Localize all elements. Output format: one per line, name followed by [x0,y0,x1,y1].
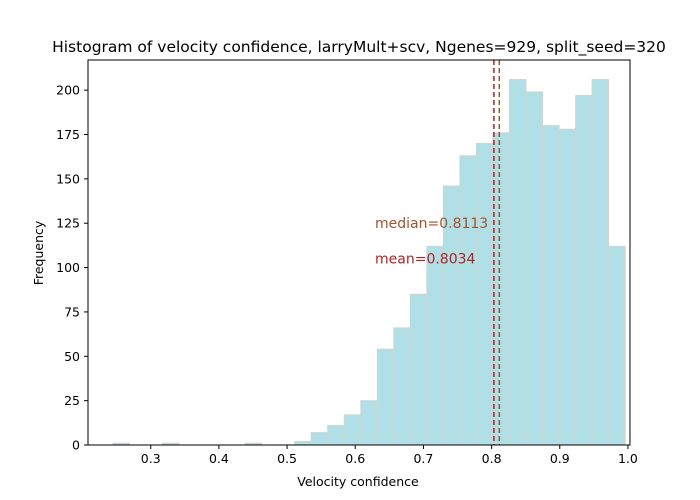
y-axis-label: Frequency [31,220,46,285]
x-tick-label: 0.8 [482,451,502,466]
y-axis-ticks: 0 25 50 75 100 125 150 175 200 [56,83,88,453]
histogram-bar [575,94,593,446]
histogram-bar [360,400,378,446]
histogram-bar [608,245,626,446]
histogram-bar [558,128,577,446]
x-tick-label: 0.9 [550,451,570,466]
annotations: median=0.8113 mean=0.8034 [375,216,488,267]
histogram-bar [343,414,362,446]
x-tick-label: 0.7 [413,451,433,466]
x-tick-label: 0.6 [345,451,365,466]
histogram-bar [525,91,544,446]
histogram-bar [542,125,560,446]
chart-title: Histogram of velocity confidence, larryM… [52,38,666,57]
histogram-bar [509,79,527,446]
y-tick-label: 200 [56,83,80,98]
histogram-bar [393,327,411,446]
histogram-bar [426,245,444,446]
y-tick-label: 175 [56,127,80,142]
histogram-bar [492,132,511,446]
x-tick-label: 0.4 [209,451,229,466]
histogram-bar [294,440,312,446]
x-axis-ticks: 0.3 0.4 0.5 0.6 0.7 0.8 0.9 1.0 [141,445,638,466]
histogram-bars [112,79,626,446]
y-tick-label: 50 [64,349,80,364]
y-tick-label: 25 [64,393,80,408]
x-tick-label: 0.3 [141,451,161,466]
histogram-bar [409,293,428,446]
histogram-bar [459,155,477,446]
plot-frame [87,59,631,446]
y-tick-label: 0 [72,438,80,453]
histogram-bar [327,424,345,446]
y-tick-label: 100 [56,260,80,275]
y-tick-label: 150 [56,171,80,186]
mean-annotation: mean=0.8034 [375,252,476,268]
y-tick-label: 125 [56,216,80,231]
x-tick-label: 0.5 [277,451,297,466]
y-tick-label: 75 [64,304,80,319]
median-annotation: median=0.8113 [375,216,488,232]
histogram-bar [310,432,329,446]
x-tick-label: 1.0 [618,451,638,466]
reference-lines [493,60,501,445]
histogram-bar [475,142,494,446]
x-axis-label: Velocity confidence [297,474,419,489]
histogram-bar [376,348,395,446]
histogram-bar [591,79,610,446]
